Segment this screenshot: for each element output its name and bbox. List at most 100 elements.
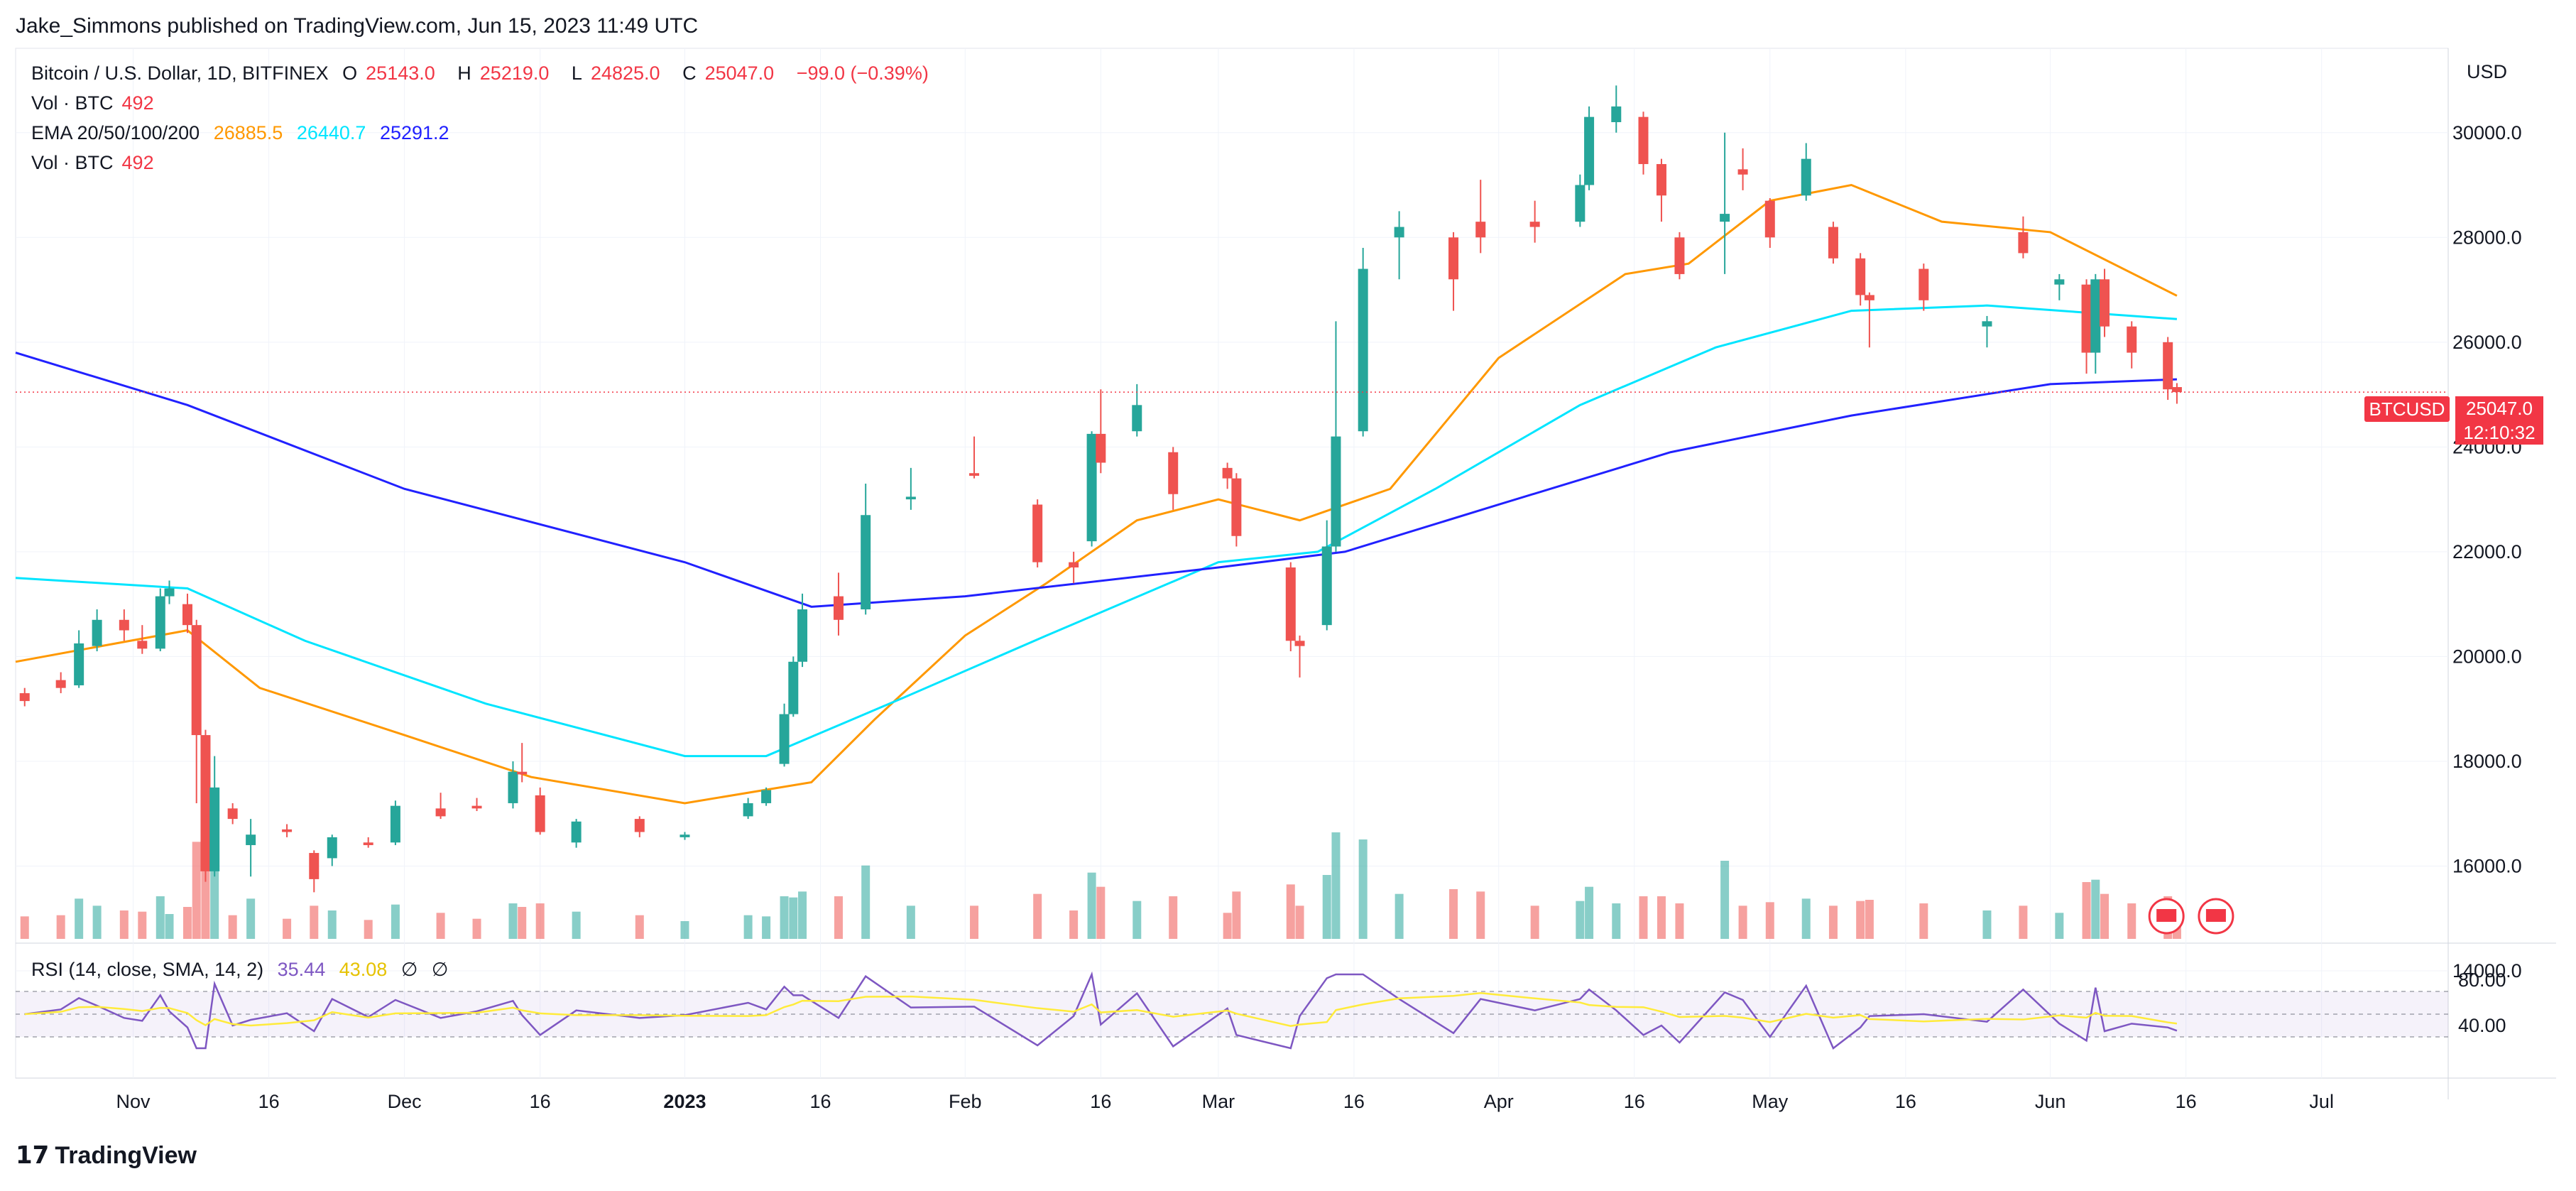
volume-bar: [789, 897, 798, 939]
candle-body: [517, 771, 528, 775]
tradingview-logo[interactable]: 𝟭𝟳 TradingView: [16, 1141, 197, 1170]
volume-bar: [56, 915, 65, 939]
volume-bar: [1865, 900, 1874, 939]
candle-body: [282, 829, 293, 832]
flag-stripe: [2156, 909, 2177, 922]
volume-bar: [138, 911, 147, 939]
volume-bar: [2127, 903, 2136, 939]
volume-bar: [1476, 891, 1485, 939]
candle-body: [1069, 562, 1079, 568]
volume-bar: [1765, 902, 1774, 939]
rsi-null-1: ∅: [400, 959, 418, 980]
candle-body: [19, 693, 30, 702]
price-tick-label: 22000.0: [2452, 541, 2522, 562]
time-tick-label: Apr: [1484, 1091, 1514, 1112]
candle-body: [1656, 164, 1666, 196]
candle-body: [1231, 478, 1242, 536]
volume-bar: [472, 918, 481, 939]
volume-bar: [572, 911, 581, 939]
price-badge: 25047.0 12:10:32: [2455, 396, 2543, 445]
price-tick-label: 30000.0: [2452, 122, 2522, 143]
price-tick-label: 26000.0: [2452, 332, 2522, 353]
symbol-title[interactable]: Bitcoin / U.S. Dollar, 1D, BITFINEX: [31, 62, 329, 84]
candle-body: [227, 808, 238, 820]
ohlc-open: O 25143.0: [342, 62, 435, 84]
candle-body: [788, 661, 799, 714]
badge-timer: 12:10:32: [2463, 422, 2536, 443]
candle-body: [1828, 227, 1838, 259]
time-tick-label: 2023: [663, 1091, 706, 1112]
candle-body: [634, 819, 645, 832]
candle-body: [779, 714, 790, 764]
candle-body: [1720, 214, 1730, 222]
candle-body: [2081, 284, 2092, 353]
volume-bar: [798, 891, 807, 939]
plot-area: [15, 48, 2449, 1079]
price-tick-label: 18000.0: [2452, 751, 2522, 772]
ema-legend[interactable]: EMA 20/50/100/200 26885.5 26440.7 25291.…: [31, 122, 449, 143]
volume-bar: [2055, 913, 2064, 939]
volume-bar: [182, 907, 192, 939]
volume-bar: [310, 906, 319, 939]
time-tick-label: 16: [1090, 1091, 1111, 1112]
volume-legend-2[interactable]: Vol · BTC 492: [31, 152, 154, 173]
volume-bar: [155, 896, 165, 939]
volume-bar: [2019, 906, 2028, 939]
volume-bar: [1919, 903, 1928, 939]
candle-body: [508, 771, 518, 803]
volume-bar: [1675, 903, 1684, 939]
badge-price: 25047.0: [2466, 398, 2533, 419]
candle-body: [1982, 321, 1992, 327]
time-tick-label: 16: [2176, 1091, 2197, 1112]
ema200-value: 25291.2: [379, 122, 449, 143]
candle-body: [797, 609, 808, 662]
candle-body: [390, 805, 400, 843]
time-tick-label: 16: [258, 1091, 280, 1112]
volume-legend[interactable]: Vol · BTC 492: [31, 92, 154, 114]
candle-body: [1032, 504, 1043, 562]
candle-body: [2163, 342, 2173, 390]
candle-body: [1855, 258, 1866, 295]
volume-bar: [1223, 913, 1232, 939]
volume-bar: [861, 865, 871, 939]
candle-body: [833, 596, 844, 620]
candle-body: [680, 834, 690, 837]
volume-bar: [201, 856, 210, 939]
candle-body: [1475, 222, 1486, 238]
rsi-sma-value: 43.08: [339, 959, 388, 980]
price-tick-label: 14000.0: [2452, 960, 2522, 981]
volume-bar: [246, 898, 256, 939]
candle-body: [1448, 237, 1459, 280]
volume-bar: [1286, 884, 1295, 939]
candle-body: [1864, 295, 1874, 300]
time-tick-label: Mar: [1202, 1091, 1235, 1112]
candle-body: [1285, 567, 1296, 641]
candle-body: [182, 604, 192, 626]
rsi-tick-label: 40.00: [2458, 1015, 2506, 1036]
candle-body: [2018, 232, 2029, 254]
volume-bar: [1828, 906, 1838, 939]
candle-body: [435, 808, 446, 817]
candle-body: [209, 787, 220, 871]
rsi-legend[interactable]: RSI (14, close, SMA, 14, 2) 35.44 43.08 …: [31, 959, 449, 980]
candle-body: [246, 834, 256, 845]
volume-bar: [1576, 901, 1585, 939]
volume-bar: [762, 916, 771, 939]
currency-label: USD: [2467, 61, 2508, 82]
candle-body: [164, 588, 175, 597]
volume-bar: [1096, 886, 1106, 939]
candle-body: [535, 795, 545, 832]
volume-bar: [2091, 879, 2100, 939]
volume-bar: [508, 903, 518, 939]
candle-body: [191, 625, 202, 736]
volume-bar: [1169, 896, 1178, 939]
volume-bar: [364, 920, 373, 939]
candle-body: [1086, 433, 1097, 542]
volume-bar: [1530, 906, 1539, 939]
time-tick-label: Feb: [949, 1091, 982, 1112]
time-tick-label: 16: [530, 1091, 551, 1112]
time-tick-label: Jun: [2035, 1091, 2066, 1112]
time-tick-label: Nov: [116, 1091, 151, 1112]
